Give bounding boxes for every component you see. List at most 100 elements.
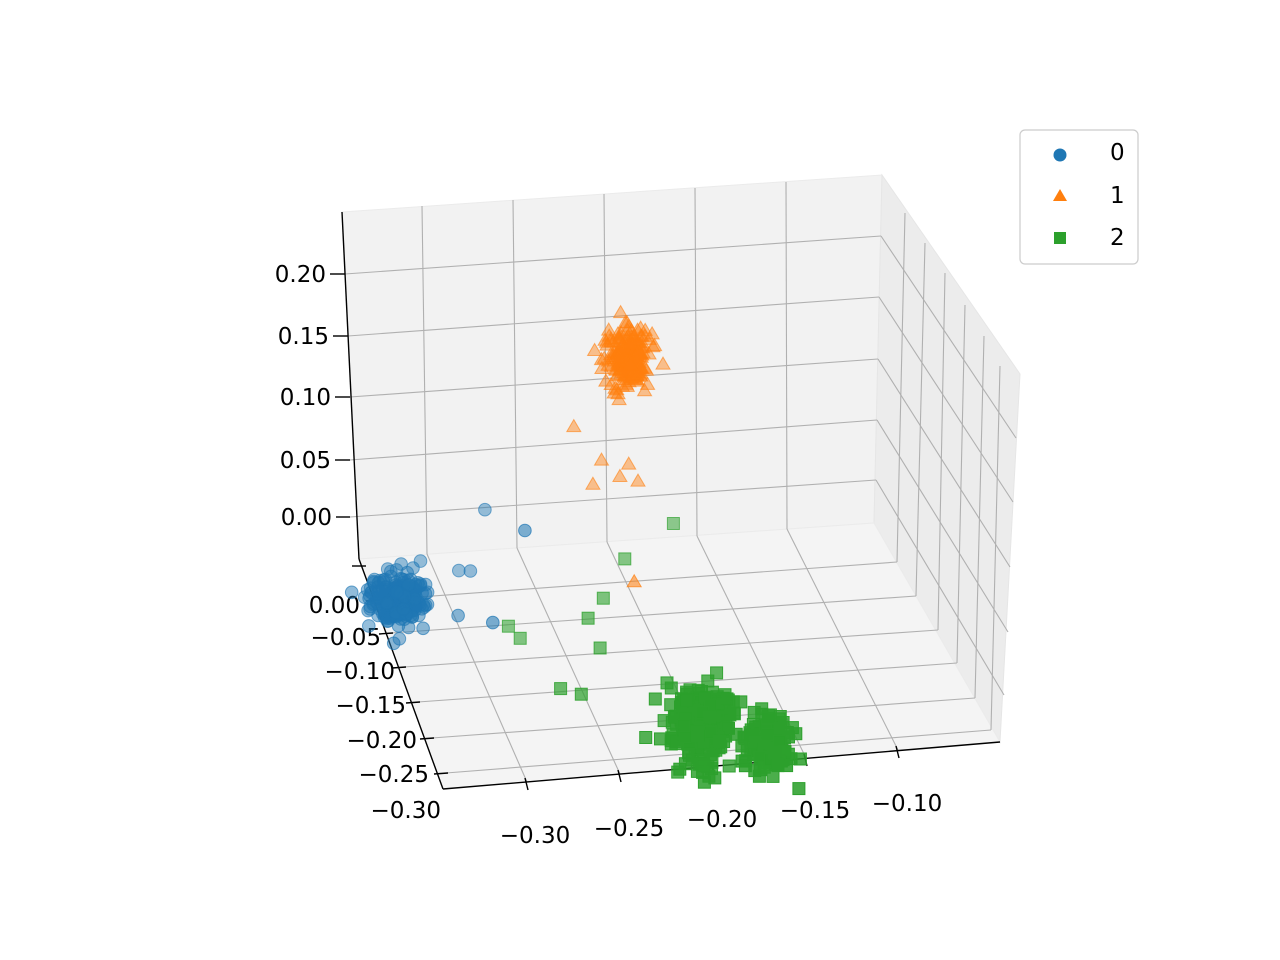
z-tick-label: 0.05 (280, 448, 331, 474)
data-point-triangle (646, 337, 663, 352)
data-point-circle (478, 502, 492, 517)
data-point-square (701, 674, 715, 688)
grid-y-right (915, 242, 926, 597)
data-point-circle (413, 554, 428, 568)
data-point-square (666, 517, 680, 530)
grid-x-back (512, 199, 518, 549)
grid-x-floor (786, 528, 899, 751)
data-point-triangle (585, 476, 601, 490)
legend-box (1019, 129, 1139, 265)
data-point-circle (451, 608, 465, 623)
data-point-triangle (586, 342, 603, 356)
data-point-square (596, 591, 610, 605)
data-point-square (593, 641, 607, 655)
data-point-triangle (565, 418, 582, 433)
data-point-square (581, 611, 595, 625)
data-point-triangle (620, 456, 637, 470)
data-point-triangle (612, 468, 628, 482)
data-point-triangle (618, 376, 635, 390)
grid-z-right (875, 479, 1005, 696)
data-point-triangle (655, 356, 671, 370)
x-tick (895, 745, 900, 759)
data-point-triangle (628, 333, 645, 347)
grid-x-floor (426, 553, 528, 783)
data-point-square (677, 719, 691, 733)
legend-triangle-icon (1053, 189, 1067, 201)
grid-z-right (876, 419, 1009, 633)
x-axis-line (442, 741, 1001, 790)
data-point-square (747, 705, 761, 719)
data-point-circle (463, 564, 478, 578)
y-tick-label: 0.00 (309, 593, 360, 619)
data-point-square (703, 710, 717, 724)
data-point-circle (344, 585, 359, 600)
z-axis-line (341, 211, 360, 560)
legend: 0 1 2 (1019, 129, 1139, 265)
y-tick-label: −0.20 (347, 728, 417, 754)
data-point-square (648, 692, 662, 706)
data-point-triangle (621, 335, 638, 350)
legend-entry: 0 (1053, 140, 1125, 166)
legend-label: 2 (1110, 225, 1125, 251)
data-point-triangle (598, 373, 614, 387)
data-point-triangle (626, 573, 643, 588)
data-point-triangle (641, 346, 657, 360)
data-point-square (618, 552, 632, 566)
data-point-circle (416, 621, 430, 636)
legend-label: 1 (1110, 183, 1125, 209)
y-tick-label: −0.25 (359, 762, 429, 788)
data-point-triangle (622, 356, 639, 371)
data-point-square (761, 711, 775, 725)
data-point-triangle (612, 304, 629, 319)
x-tick-label: −0.30 (500, 823, 570, 849)
data-point-square (761, 728, 775, 742)
y-tick (419, 737, 435, 740)
data-point-square (734, 695, 748, 709)
grid-z-right (878, 296, 1014, 503)
grid-x-back (694, 187, 698, 537)
grid-y-floor (417, 662, 958, 703)
legend-label: 0 (1110, 140, 1125, 166)
y-tick-label: −0.10 (325, 659, 395, 685)
y-tick (405, 701, 421, 704)
data-point-square (729, 727, 743, 741)
z-tick-label: 0.15 (278, 324, 329, 350)
data-point-triangle (612, 366, 629, 381)
data-point-square (691, 729, 705, 743)
data-point-square (574, 687, 588, 701)
grid-y-right (956, 304, 966, 664)
data-point-square (697, 775, 711, 789)
data-point-triangle (628, 371, 645, 385)
data-point-triangle (593, 351, 610, 366)
y-tick (391, 666, 407, 669)
data-point-square (680, 694, 694, 708)
z-tick-label: 0.20 (275, 262, 326, 288)
z-tick-label: 0.00 (281, 505, 332, 531)
legend-entry: 2 (1054, 225, 1125, 251)
data-point-square (768, 746, 782, 760)
data-point-circle (375, 583, 390, 598)
data-point-square (738, 759, 752, 773)
data-point-square (713, 734, 727, 748)
data-point-square (727, 706, 741, 720)
data-point-square (673, 762, 687, 776)
y-tick (433, 772, 449, 775)
grid-y-right (974, 335, 985, 699)
data-point-square (720, 692, 734, 706)
data-point-triangle (611, 350, 627, 364)
data-point-circle (396, 602, 411, 617)
data-point-triangle (628, 367, 645, 381)
data-point-triangle (600, 322, 617, 336)
data-point-triangle (605, 334, 622, 348)
data-point-circle (361, 603, 375, 618)
data-point-square (792, 782, 806, 796)
data-points (344, 304, 807, 796)
grid-z-back (349, 419, 878, 461)
tick-labels: 0.00 0.05 0.10 0.15 0.20 0.00 −0.05 −0.1… (275, 262, 942, 849)
data-point-triangle (632, 320, 649, 334)
legend-entry: 1 (1053, 183, 1125, 209)
data-point-square (501, 619, 515, 633)
legend-circle-icon (1053, 148, 1067, 162)
grid-z-back (347, 296, 880, 337)
